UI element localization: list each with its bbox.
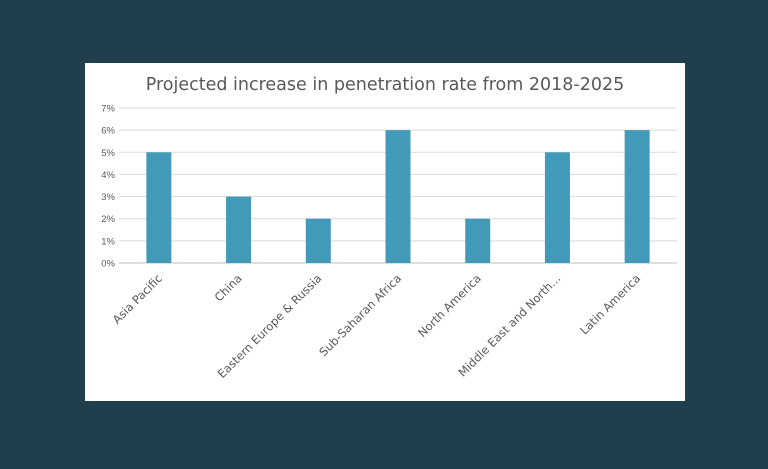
y-tick-label: 6% [101,126,115,137]
bar-chart: Projected increase in penetration rate f… [101,75,677,381]
bars [146,130,650,263]
bar [544,152,570,263]
y-tick-label: 4% [101,170,115,181]
y-tick-label: 0% [101,259,115,270]
chart-title: Projected increase in penetration rate f… [146,75,625,95]
bar [146,152,172,263]
y-axis-ticks: 0% 1% 2% 3% 4% 5% 6% 7% [101,104,115,270]
category-label: Asia Pacific [110,271,165,326]
bar [624,130,650,263]
category-label: Latin America [577,271,643,337]
bar [226,196,252,263]
bar [385,130,411,263]
category-label: China [212,271,245,304]
category-label: Sub-Saharan Africa [316,271,404,359]
y-tick-label: 1% [101,236,115,247]
bar [465,218,491,263]
y-tick-label: 2% [101,214,115,225]
category-label: North America [415,271,484,340]
y-tick-label: 7% [101,104,115,115]
bar [305,218,331,263]
y-tick-label: 3% [101,192,115,203]
chart-card: Projected increase in penetration rate f… [85,63,685,401]
y-tick-label: 5% [101,148,115,159]
